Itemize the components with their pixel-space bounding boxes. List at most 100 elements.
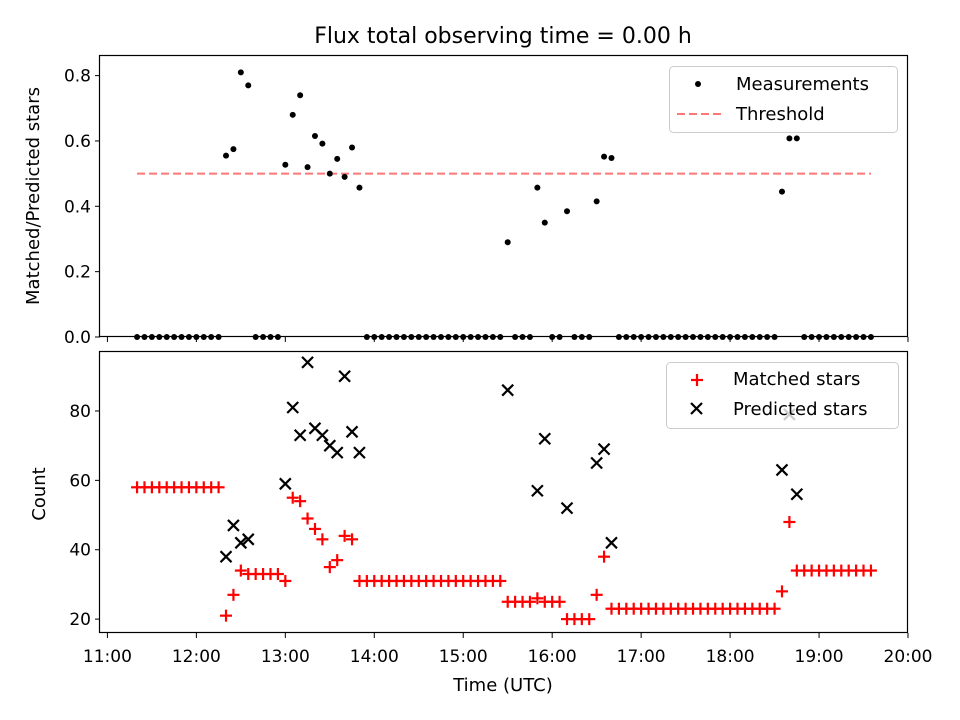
- matched-star-point: [234, 564, 247, 577]
- legend-measurements-label: Measurements: [736, 74, 869, 95]
- top-legend-frame: [669, 66, 898, 133]
- predicted-star-point: [234, 536, 248, 550]
- measurement-point: [504, 239, 511, 246]
- top-y-tick-label: 0.8: [64, 67, 91, 87]
- predicted-star-point: [590, 456, 603, 470]
- bottom-legend-frame: [666, 362, 899, 429]
- x-tick-label: 17:00: [617, 647, 666, 667]
- matched-star-point: [212, 481, 225, 494]
- matched-star-point: [338, 529, 351, 542]
- matched-star-point: [864, 564, 877, 577]
- measurement-point: [237, 69, 244, 76]
- matched-star-point: [220, 609, 233, 622]
- measurement-point: [608, 154, 615, 161]
- measurement-point: [349, 144, 356, 151]
- predicted-star-point: [560, 501, 574, 515]
- bottom-panel-marks: [131, 356, 877, 626]
- measurement-point: [297, 92, 304, 99]
- predicted-star-point: [279, 477, 292, 491]
- matched-star-point: [583, 613, 596, 626]
- legend-matched-marker: [691, 374, 703, 386]
- predicted-star-point: [345, 425, 359, 439]
- matched-star-point: [346, 533, 359, 546]
- measurement-point: [786, 135, 793, 142]
- measurement-point: [541, 219, 548, 226]
- predicted-star-point: [531, 484, 544, 498]
- predicted-star-point: [286, 401, 300, 414]
- matched-star-point: [775, 585, 788, 598]
- x-axis-label: Time (UTC): [452, 675, 553, 696]
- measurement-point: [793, 135, 800, 142]
- predicted-star-point: [597, 442, 611, 456]
- predicted-star-point: [301, 356, 314, 369]
- bottom-y-tick-label: 20: [69, 610, 91, 630]
- legend-threshold-label: Threshold: [735, 104, 825, 125]
- predicted-star-point: [538, 432, 552, 446]
- matched-star-point: [768, 602, 781, 615]
- predicted-star-point: [227, 519, 240, 532]
- top-plot-frame: [98, 54, 909, 338]
- measurement-point: [223, 152, 230, 159]
- top-y-axis: 0.0 0.2 0.4 0.6 0.8: [64, 67, 100, 348]
- matched-star-point: [783, 515, 796, 528]
- matched-star-point: [523, 595, 536, 608]
- top-y-tick-label: 0.2: [64, 263, 91, 283]
- x-tick-label: 15:00: [439, 647, 488, 667]
- top-y-tick-label: 0.4: [64, 197, 91, 217]
- predicted-star-point: [330, 446, 344, 459]
- predicted-star-point: [605, 536, 618, 550]
- measurement-point: [356, 184, 363, 191]
- top-legend: Measurements Threshold: [669, 66, 898, 133]
- measurement-point: [326, 170, 333, 177]
- legend-predicted-marker: [690, 402, 703, 415]
- matched-star-point: [286, 491, 299, 504]
- legend-measurements-marker: [695, 81, 701, 87]
- top-panel: 0.00.20.40.60.8 Matched/Predicted stars …: [23, 54, 909, 348]
- measurement-point: [230, 146, 237, 153]
- matched-star-point: [227, 588, 240, 601]
- matched-star-point: [279, 574, 292, 587]
- x-tick-label: 11:00: [83, 647, 132, 667]
- bottom-legend: Matched stars Predicted stars: [666, 362, 899, 429]
- measurement-point: [319, 140, 326, 147]
- x-tick-label: 19:00: [795, 647, 844, 667]
- matched-star-point: [590, 588, 603, 601]
- top-y-tick-label: 0.6: [64, 132, 91, 152]
- bottom-y-tick-label: 60: [69, 471, 91, 491]
- measurement-point: [564, 208, 571, 215]
- bottom-y-axis: 20 40 60 80: [69, 402, 100, 630]
- matched-star-point: [316, 533, 329, 546]
- predicted-star-point: [353, 446, 366, 459]
- measurement-point: [311, 133, 318, 140]
- legend-matched-label: Matched stars: [733, 369, 860, 390]
- chart-title: Flux total observing time = 0.00 h: [314, 24, 692, 49]
- matched-star-point: [301, 512, 314, 525]
- x-tick-label: 13:00: [261, 647, 310, 667]
- predicted-star-point: [241, 533, 255, 546]
- matched-star-point: [553, 595, 566, 608]
- measurement-point: [282, 161, 289, 168]
- matched-star-point: [294, 495, 307, 508]
- predicted-star-point: [219, 550, 233, 563]
- predicted-star-point: [338, 370, 351, 383]
- top-x-axis-ticks: [106, 337, 909, 342]
- measurement-point: [245, 82, 252, 89]
- x-tick-label: 14:00: [350, 647, 399, 667]
- bottom-plot-frame: [98, 350, 909, 634]
- predicted-star-point: [775, 463, 789, 477]
- bottom-x-axis: 11:00 12:00 13:00 14:00 15:00 16:00 17:00 18:00…: [83, 633, 933, 667]
- matched-star-point: [323, 561, 336, 574]
- predicted-star-point: [501, 383, 514, 397]
- measurement-point: [334, 155, 341, 162]
- measurement-point: [778, 188, 785, 195]
- measurement-point: [601, 153, 608, 160]
- predicted-star-point: [316, 428, 329, 442]
- predicted-star-point: [790, 487, 804, 501]
- matched-star-point: [308, 522, 321, 535]
- measurement-point: [304, 164, 311, 171]
- bottom-y-axis-label: Count: [29, 467, 50, 520]
- measurement-point: [341, 173, 348, 180]
- top-y-tick-label: 0.0: [64, 328, 91, 348]
